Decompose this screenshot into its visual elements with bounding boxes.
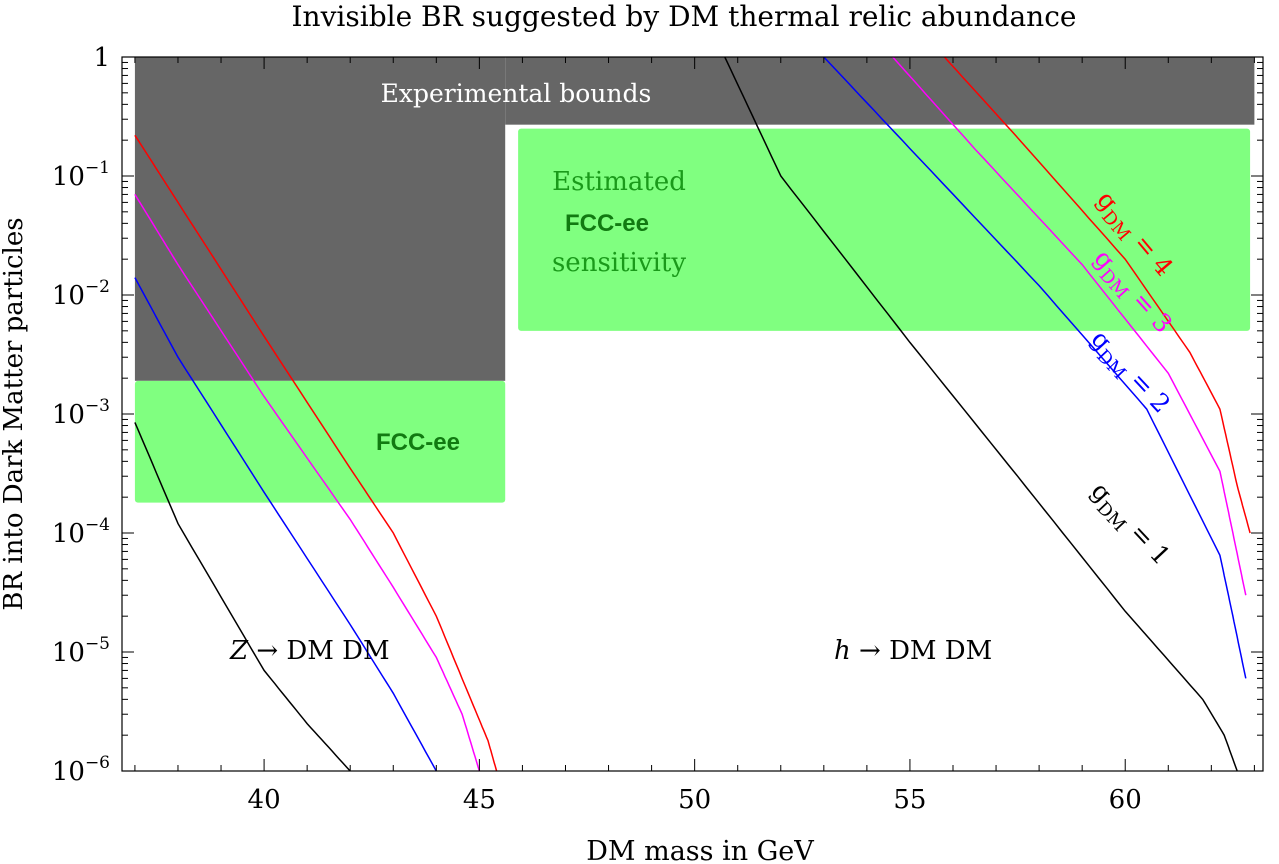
curve-z-gdm-3 [134, 194, 481, 772]
y-axis-label: BR into Dark Matter particles [0, 217, 29, 610]
y-tick-label: 10−3 [52, 396, 110, 430]
x-tick-label: 45 [463, 785, 496, 815]
curve-z-gdm-4 [134, 134, 498, 772]
h-decay-text: → DM DM [851, 636, 993, 666]
y-tick-label: 10−1 [52, 158, 110, 192]
fcc-ee-z-label: FCC-ee [376, 429, 460, 456]
y-tick-exponent: −3 [85, 396, 110, 416]
h-decay-label: h → DM DM [834, 636, 992, 666]
y-tick-base: 10 [52, 757, 85, 787]
h-symbol: h [834, 636, 851, 666]
y-tick-label: 1 [93, 43, 110, 73]
y-tick-label: 10−5 [52, 634, 110, 668]
y-tick-base: 10 [52, 281, 85, 311]
region-3 [518, 128, 1251, 331]
shaded-regions [134, 57, 1255, 503]
y-tick-exponent: −6 [85, 753, 110, 773]
y-tick-exponent: −1 [85, 158, 110, 178]
chart-title: Invisible BR suggested by DM thermal rel… [292, 0, 1077, 33]
y-tick-label: 10−4 [52, 515, 110, 549]
y-tick-label: 10−6 [52, 753, 110, 787]
x-tick-label: 55 [893, 785, 926, 815]
z-decay-label: Z → DM DM [229, 636, 390, 666]
y-tick-base: 10 [52, 400, 85, 430]
axis-ticks [122, 56, 1263, 772]
y-tick-exponent: −5 [85, 634, 110, 654]
x-tick-label: 50 [678, 785, 711, 815]
y-tick-exponent: −2 [85, 277, 110, 297]
curve-h-gdm-4 [943, 56, 1251, 534]
curves [134, 56, 1251, 772]
estimated-label: Estimated [552, 167, 686, 197]
y-tick-base: 10 [52, 519, 85, 549]
coupling-label-1: gDM = 1 [1081, 476, 1176, 574]
x-tick-label: 40 [248, 785, 281, 815]
curve-h-gdm-1 [724, 56, 1238, 772]
experimental-bounds-label: Experimental bounds [381, 79, 652, 108]
y-tick-label: 10−2 [52, 277, 110, 311]
x-tick-label: 60 [1109, 785, 1142, 815]
x-tick-labels: 40 45 50 55 60 [248, 785, 1142, 815]
plot-frame [121, 56, 1264, 772]
z-decay-text: → DM DM [248, 636, 390, 666]
curve-h-gdm-2 [823, 56, 1247, 679]
y-tick-base: 10 [52, 638, 85, 668]
region-0 [134, 57, 506, 381]
curve-z-gdm-1 [134, 422, 351, 772]
curve-z-gdm-2 [134, 277, 437, 772]
x-axis-label: DM mass in GeV [586, 836, 814, 864]
y-tick-base: 10 [52, 162, 85, 192]
y-tick-base: 1 [93, 43, 110, 73]
fcc-ee-bold-label: FCC-ee [565, 210, 649, 237]
coupling-label-2: gDM = 2 [1081, 324, 1176, 422]
y-tick-labels: 110−110−210−310−410−510−6 [52, 43, 110, 787]
y-tick-exponent: −4 [85, 515, 110, 535]
sensitivity-label: sensitivity [552, 248, 686, 278]
z-symbol: Z [229, 636, 249, 666]
curve-h-gdm-3 [892, 56, 1247, 596]
region-2 [134, 380, 506, 503]
region-1 [505, 57, 1255, 125]
